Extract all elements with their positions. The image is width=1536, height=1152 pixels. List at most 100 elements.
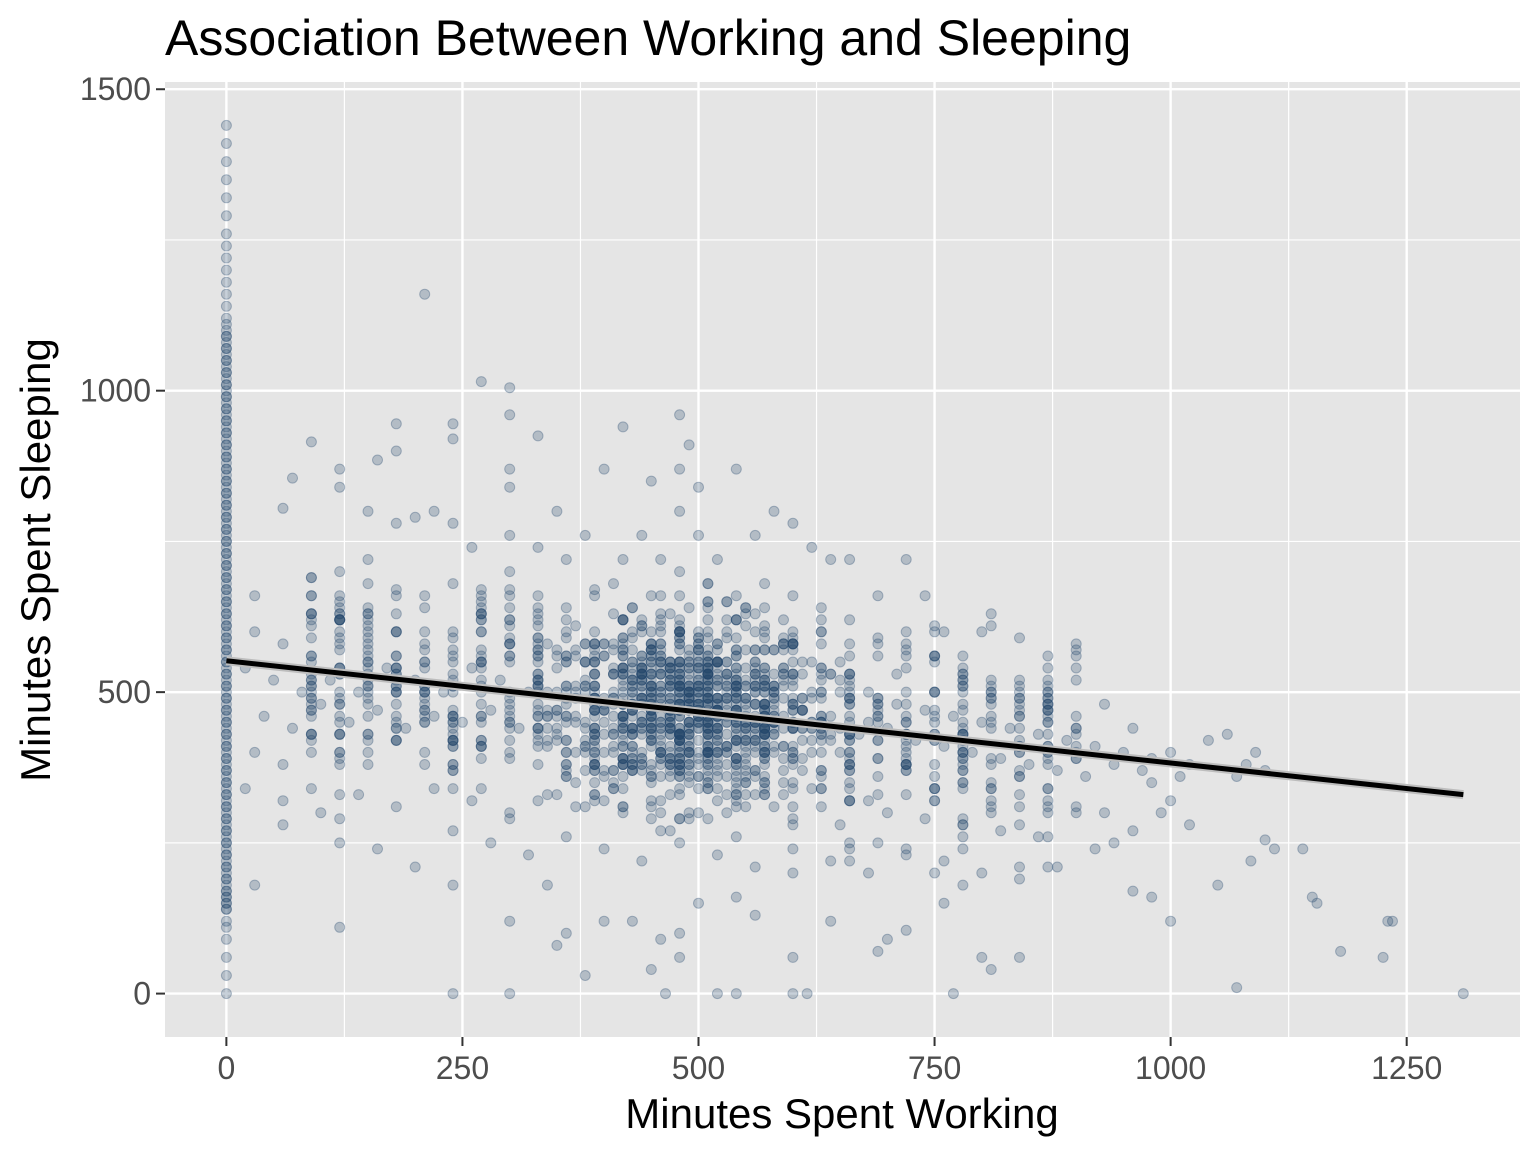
data-point [768,668,780,680]
data-point [683,734,695,746]
data-point [702,734,714,746]
data-point [617,650,629,662]
zero-work-point [220,674,232,686]
data-point [957,698,969,710]
data-point [957,831,969,843]
data-point [645,692,657,704]
data-point [693,668,704,680]
data-point [560,927,572,939]
data-point [419,288,431,300]
data-point [1099,807,1110,819]
data-point [891,698,903,710]
data-point [305,704,317,716]
data-point [693,644,704,656]
data-point [645,674,657,686]
zero-work-point [220,228,232,240]
data-point [617,753,629,764]
data-point [1245,855,1257,867]
data-point [674,626,686,638]
data-point [532,602,544,614]
data-point [475,710,487,722]
data-point [957,722,969,734]
data-point [815,710,827,722]
data-point [1202,734,1214,746]
data-point [702,596,714,608]
data-point [664,662,676,674]
data-point [579,674,591,686]
zero-work-point [220,391,232,403]
data-point [721,698,733,710]
data-point [1042,759,1054,770]
data-point [674,722,686,734]
data-point [749,680,761,692]
data-point [1042,801,1054,813]
data-point [664,825,676,837]
data-point [504,698,516,710]
data-point [598,650,610,662]
data-point [475,783,487,795]
data-point [645,722,657,734]
data-point [305,620,317,632]
data-point [277,795,289,807]
data-point [1042,662,1054,674]
data-point [645,777,657,789]
zero-work-point [220,777,232,789]
data-point [419,698,431,710]
data-point [645,668,657,680]
data-point [749,644,761,656]
zero-work-point [220,897,232,909]
data-point [362,734,374,746]
data-point [844,777,856,789]
data-point [674,728,686,740]
data-point [560,710,572,722]
data-point [608,765,619,776]
data-point [674,668,686,680]
data-point [787,638,799,650]
data-point [626,674,638,686]
data-point [305,590,317,602]
data-point [664,692,676,704]
data-point [985,753,997,764]
data-point [702,771,714,782]
data-point [711,692,723,704]
data-point [759,777,771,789]
data-point [645,801,657,813]
data-point [655,753,667,764]
data-point [560,734,572,746]
data-point [617,753,629,764]
data-point [711,734,723,746]
data-point [1297,843,1309,855]
data-point [702,740,714,752]
data-point [815,638,827,650]
data-point [683,686,695,698]
data-point [419,626,431,638]
data-point [1070,644,1082,656]
data-point [683,650,695,662]
data-point [721,740,733,752]
zero-work-point [220,337,232,348]
data-point [617,740,629,752]
data-point [721,632,733,644]
x-tick-label: 500 [672,1050,725,1086]
data-point [1014,686,1025,698]
data-point [334,608,346,620]
data-point [579,529,591,541]
data-point [1127,885,1139,897]
zero-work-point [220,801,232,813]
data-point [645,716,657,728]
data-point [1146,777,1158,789]
data-point [645,644,657,656]
data-point [1042,716,1054,728]
data-point [636,650,648,662]
data-point [759,753,771,764]
data-point [475,614,487,626]
data-point [693,662,704,674]
data-point [693,734,704,746]
zero-work-point [220,276,232,288]
data-point [1089,843,1101,855]
data-point [900,740,912,752]
data-point [749,722,761,734]
data-point [589,728,601,740]
data-point [390,584,402,596]
data-point [655,746,667,758]
